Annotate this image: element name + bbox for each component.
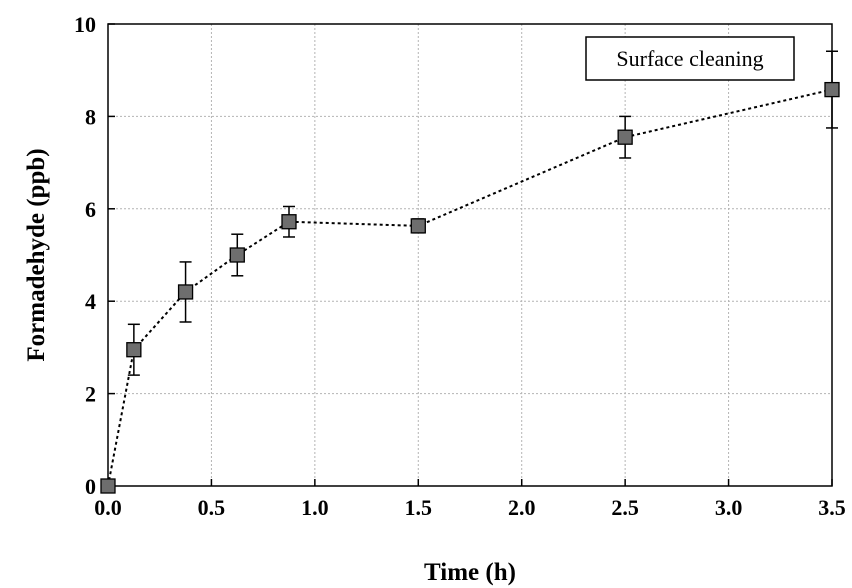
data-point-marker <box>177 284 194 300</box>
x-tick-label: 1.0 <box>301 495 329 520</box>
data-point-marker <box>824 81 840 98</box>
data-point-marker <box>126 342 142 358</box>
y-tick-label: 0 <box>85 474 96 499</box>
data-point-marker <box>617 129 633 145</box>
data-point-marker <box>281 214 297 230</box>
axis-ticks <box>107 23 833 487</box>
x-tick-label: 2.0 <box>508 495 536 520</box>
data-point-marker <box>410 218 426 234</box>
data-series <box>100 50 840 494</box>
x-tick-label: 0.5 <box>198 495 226 520</box>
y-tick-label: 8 <box>85 104 96 129</box>
data-point-marker <box>100 478 116 494</box>
plot-area-frame <box>107 23 833 487</box>
y-axis-label: Formadehyde (ppb) <box>23 148 50 361</box>
x-tick-label: 3.0 <box>715 495 743 520</box>
y-tick-label: 6 <box>85 197 96 222</box>
grid-lines <box>107 23 833 487</box>
x-axis-label: Time (h) <box>424 559 516 586</box>
y-tick-label: 2 <box>85 382 96 407</box>
x-tick-labels: 0.0 0.5 1.0 1.5 2.0 2.5 3.0 3.5 <box>94 495 846 520</box>
x-tick-label: 2.5 <box>611 495 639 520</box>
legend-label: Surface cleaning <box>616 46 763 71</box>
data-point-marker <box>229 247 245 263</box>
y-tick-label: 10 <box>74 12 96 37</box>
y-tick-label: 4 <box>85 289 96 314</box>
x-tick-label: 3.5 <box>818 495 846 520</box>
x-tick-label: 1.5 <box>405 495 433 520</box>
x-tick-label: 0.0 <box>94 495 122 520</box>
legend: Surface cleaning <box>585 36 795 81</box>
series-line <box>107 88 833 487</box>
y-tick-labels: 0 2 4 6 8 10 <box>74 12 96 499</box>
legend-box <box>585 36 795 81</box>
